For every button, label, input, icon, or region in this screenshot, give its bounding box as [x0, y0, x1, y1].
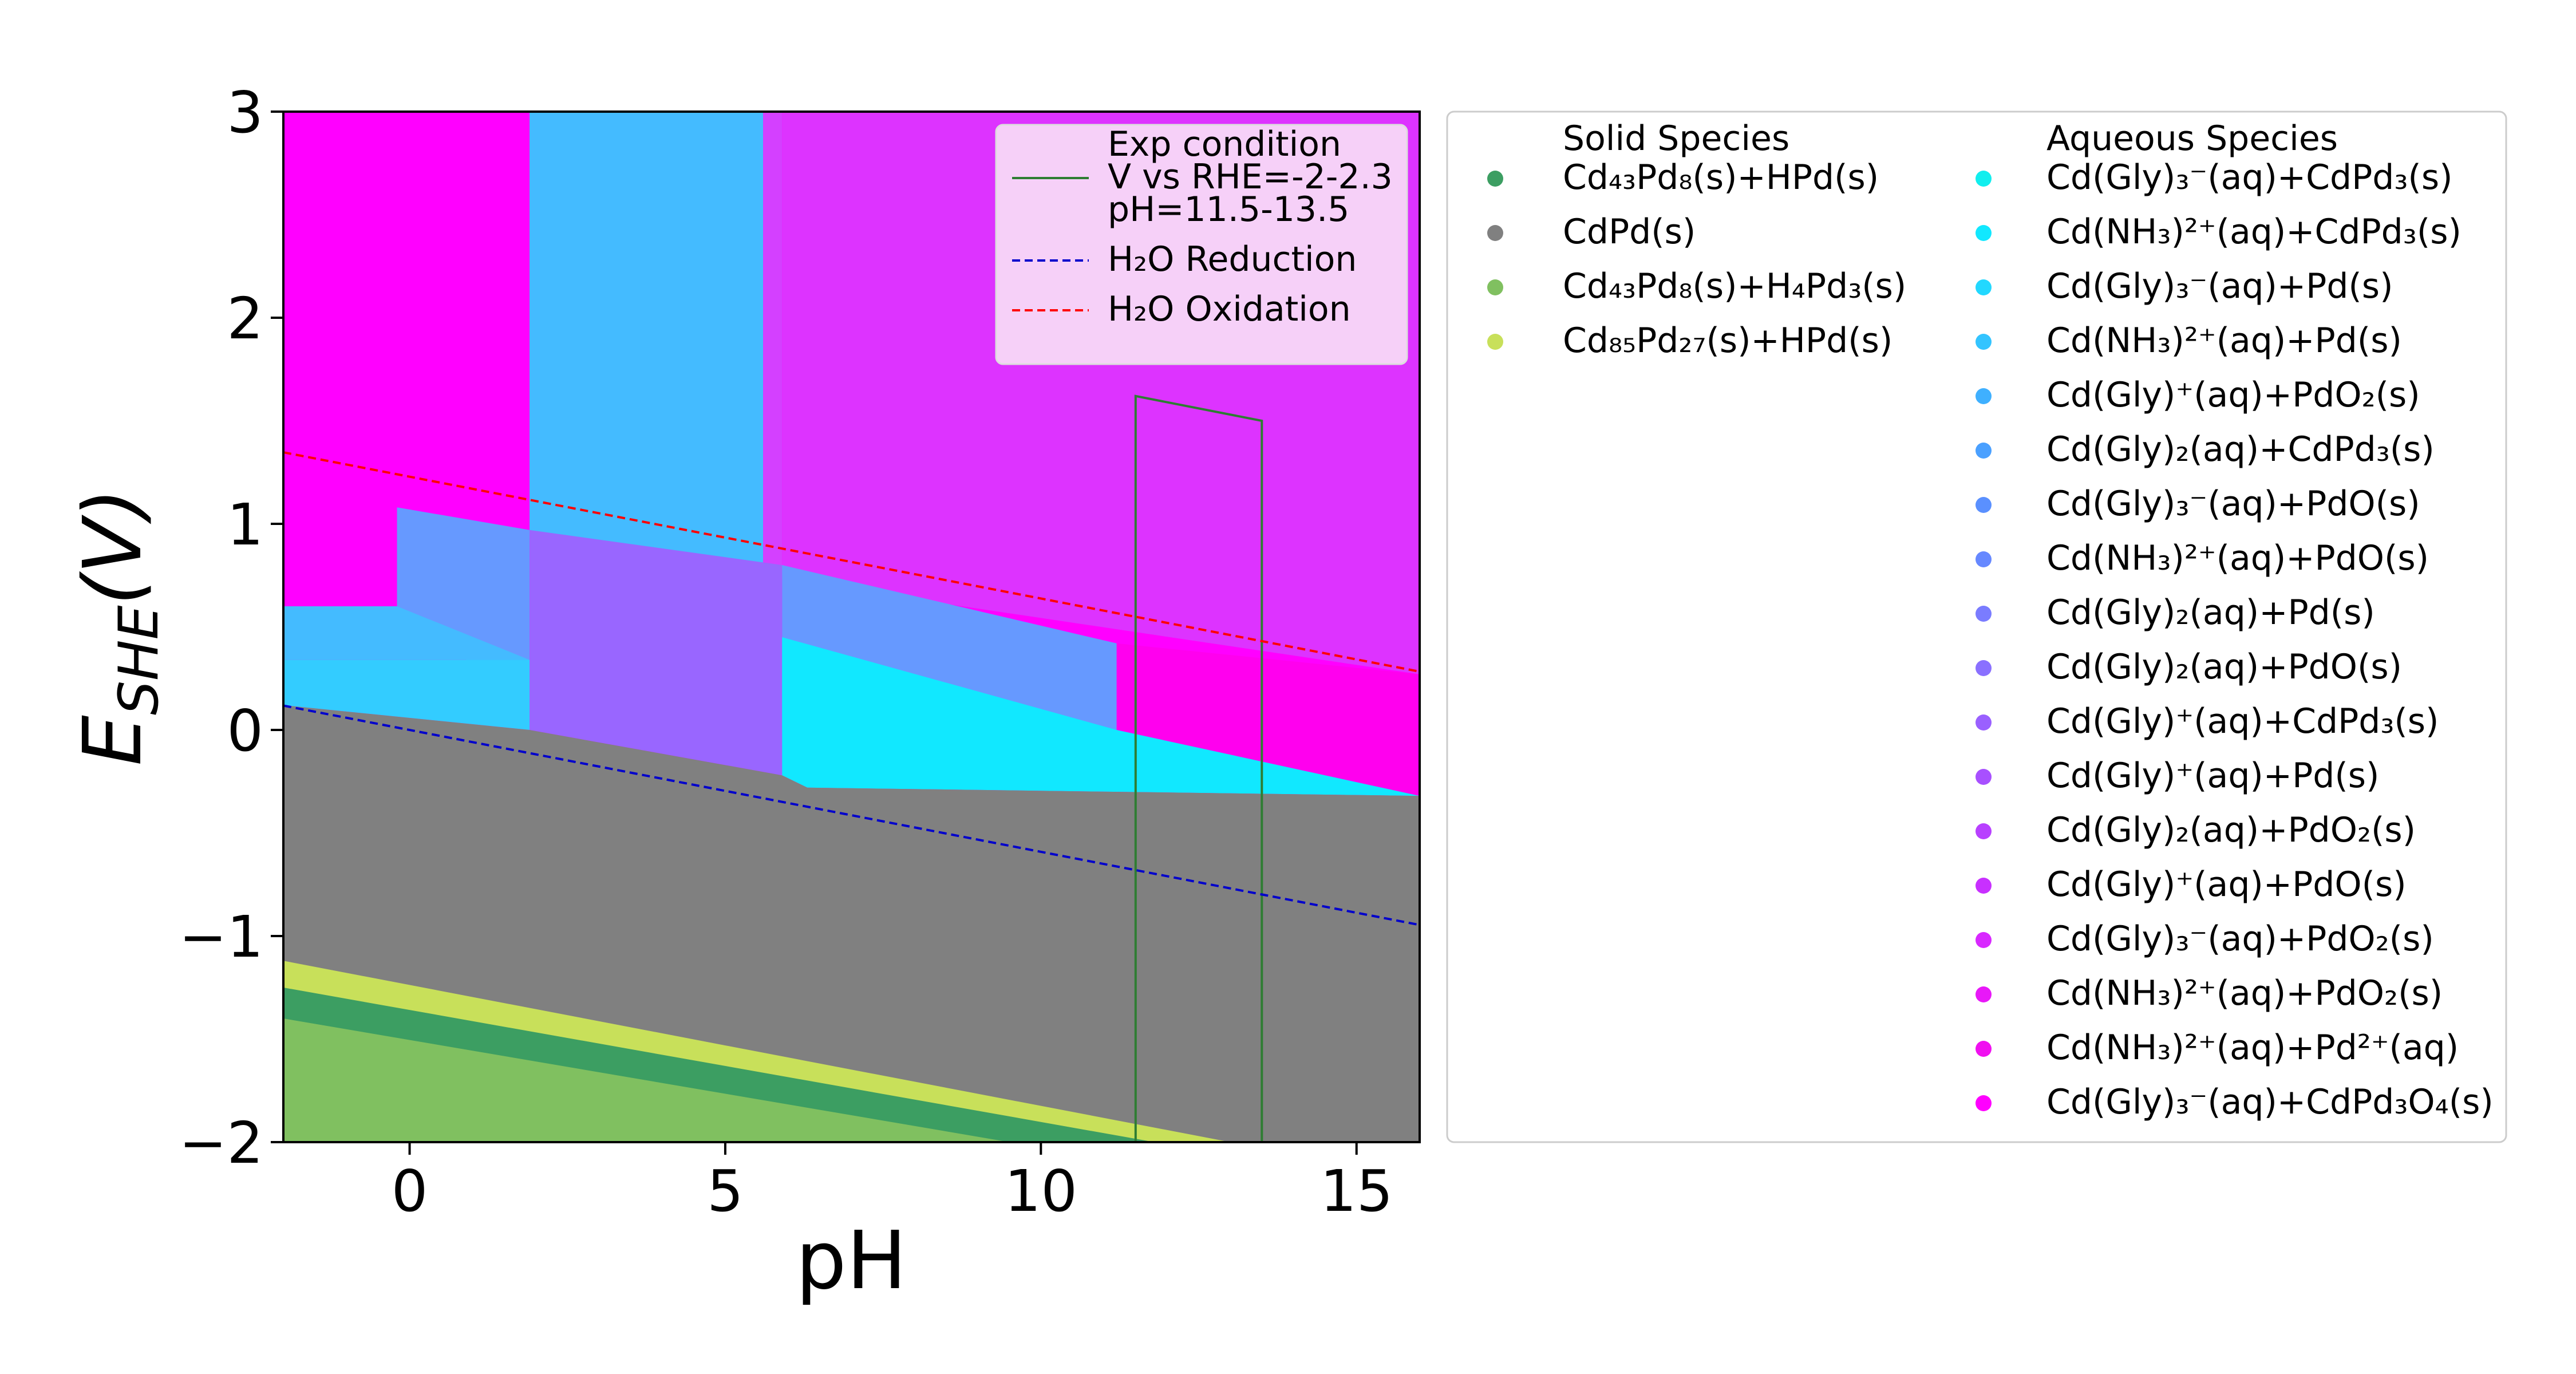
aqueous-legend-marker	[1976, 986, 1992, 1002]
aqueous-legend-label: Cd(Gly)₂(aq)+PdO₂(s)	[2046, 810, 2416, 850]
aqueous-legend-marker	[1976, 932, 1992, 948]
aqueous-legend-label: Cd(NH₃)²⁺(aq)+CdPd₃(s)	[2046, 212, 2462, 252]
aqueous-legend-marker	[1976, 443, 1992, 459]
solid-legend-marker	[1487, 334, 1503, 350]
aqueous-legend-marker	[1976, 279, 1992, 295]
aqueous-legend-marker	[1976, 497, 1992, 513]
y-tick-label: 1	[227, 491, 263, 558]
region	[782, 637, 1420, 796]
y-tick-label: −1	[179, 903, 263, 970]
aqueous-legend-marker	[1976, 388, 1992, 404]
y-tick-label: 2	[227, 285, 263, 352]
series-line	[283, 451, 1420, 673]
aqueous-legend-marker	[1976, 171, 1992, 187]
aqueous-legend-marker	[1976, 823, 1992, 839]
aqueous-legend-label: Cd(Gly)⁺(aq)+CdPd₃(s)	[2046, 701, 2439, 741]
aqueous-species-title: Aqueous Species	[2046, 119, 2338, 159]
aqueous-legend-label: Cd(Gly)⁺(aq)+PdO₂(s)	[2046, 375, 2420, 415]
aqueous-legend-label: Cd(NH₃)²⁺(aq)+Pd²⁺(aq)	[2046, 1028, 2459, 1068]
aqueous-legend-label: Cd(NH₃)²⁺(aq)+Pd(s)	[2046, 321, 2402, 361]
x-axis-ticks: 0 5 10 15	[392, 1142, 1393, 1225]
solid-legend-label: Cd₈₅Pd₂₇(s)+HPd(s)	[1563, 321, 1893, 361]
aqueous-legend-marker	[1976, 334, 1992, 350]
series-line	[283, 704, 1420, 926]
region	[283, 606, 530, 660]
aqueous-legend-marker	[1976, 660, 1992, 676]
solid-legend-label: CdPd(s)	[1563, 212, 1696, 252]
aqueous-legend-label: Cd(Gly)₂(aq)+Pd(s)	[2046, 593, 2375, 633]
inner-legend-label: V vs RHE=-2-2.3	[1108, 157, 1393, 197]
x-tick-label: 10	[1005, 1158, 1077, 1225]
aqueous-legend-marker	[1976, 225, 1992, 241]
inner-legend-label: Exp condition	[1108, 124, 1341, 164]
region	[530, 530, 783, 776]
aqueous-legend-label: Cd(NH₃)²⁺(aq)+PdO₂(s)	[2046, 973, 2443, 1013]
y-tick-label: 3	[227, 79, 263, 146]
solid-species-title: Solid Species	[1563, 119, 1789, 159]
aqueous-legend-label: Cd(Gly)⁺(aq)+Pd(s)	[2046, 756, 2379, 796]
region	[530, 112, 764, 575]
inner-legend-box	[995, 124, 1408, 365]
aqueous-legend-label: Cd(Gly)₃⁻(aq)+PdO(s)	[2046, 484, 2420, 524]
aqueous-legend-label: Cd(Gly)₂(aq)+PdO(s)	[2046, 647, 2402, 687]
solid-legend-marker	[1487, 279, 1503, 295]
aqueous-legend-label: Cd(Gly)₃⁻(aq)+CdPd₃O₄(s)	[2046, 1082, 2494, 1122]
plot-lines	[283, 394, 1420, 1142]
svg-text:ESHE(V): ESHE(V)	[66, 488, 171, 765]
aqueous-legend-label: Cd(Gly)⁺(aq)+PdO(s)	[2046, 864, 2407, 905]
aqueous-legend-label: Cd(Gly)₃⁻(aq)+Pd(s)	[2046, 266, 2393, 306]
aqueous-legend-marker	[1976, 1095, 1992, 1111]
aqueous-legend-marker	[1976, 769, 1992, 785]
aqueous-legend-marker	[1976, 878, 1992, 894]
y-axis-ticks: −2 −1 0 1 2 3	[179, 79, 283, 1176]
aqueous-legend-marker	[1976, 714, 1992, 731]
aqueous-legend-marker	[1976, 606, 1992, 622]
solid-legend-marker	[1487, 171, 1503, 187]
region	[283, 1018, 1010, 1142]
y-tick-label: 0	[227, 697, 263, 764]
x-tick-label: 0	[392, 1158, 428, 1225]
plot-frame	[282, 110, 1421, 1143]
y-tick-label: −2	[179, 1110, 263, 1176]
solid-legend-label: Cd₄₃Pd₈(s)+H₄Pd₃(s)	[1563, 266, 1906, 306]
series-line	[1134, 394, 1263, 1142]
x-tick-label: 15	[1320, 1158, 1393, 1225]
side-legend: Solid Species Aqueous Species Cd₄₃Pd₈(s)+H…	[1446, 110, 2507, 1143]
aqueous-legend-label: Cd(Gly)₂(aq)+CdPd₃(s)	[2046, 429, 2435, 469]
solid-legend-marker	[1487, 225, 1503, 241]
aqueous-legend-marker	[1976, 551, 1992, 567]
x-axis-title: pH	[796, 1214, 907, 1308]
inner-legend-label: pH=11.5-13.5	[1108, 189, 1349, 230]
inner-legend-label: H₂O Reduction	[1108, 239, 1357, 279]
aqueous-legend-label: Cd(Gly)₃⁻(aq)+PdO₂(s)	[2046, 919, 2434, 959]
solid-legend-label: Cd₄₃Pd₈(s)+HPd(s)	[1563, 157, 1879, 198]
side-legend-box	[1446, 110, 2507, 1143]
inner-legend-label: H₂O Oxidation	[1108, 289, 1351, 329]
aqueous-legend-marker	[1976, 1041, 1992, 1057]
x-tick-label: 5	[707, 1158, 744, 1225]
region	[283, 660, 530, 730]
region	[763, 112, 783, 580]
aqueous-legend-label: Cd(Gly)₃⁻(aq)+CdPd₃(s)	[2046, 157, 2453, 198]
y-axis-title: ESHE(V)	[66, 488, 171, 765]
aqueous-legend-label: Cd(NH₃)²⁺(aq)+PdO(s)	[2046, 538, 2429, 578]
